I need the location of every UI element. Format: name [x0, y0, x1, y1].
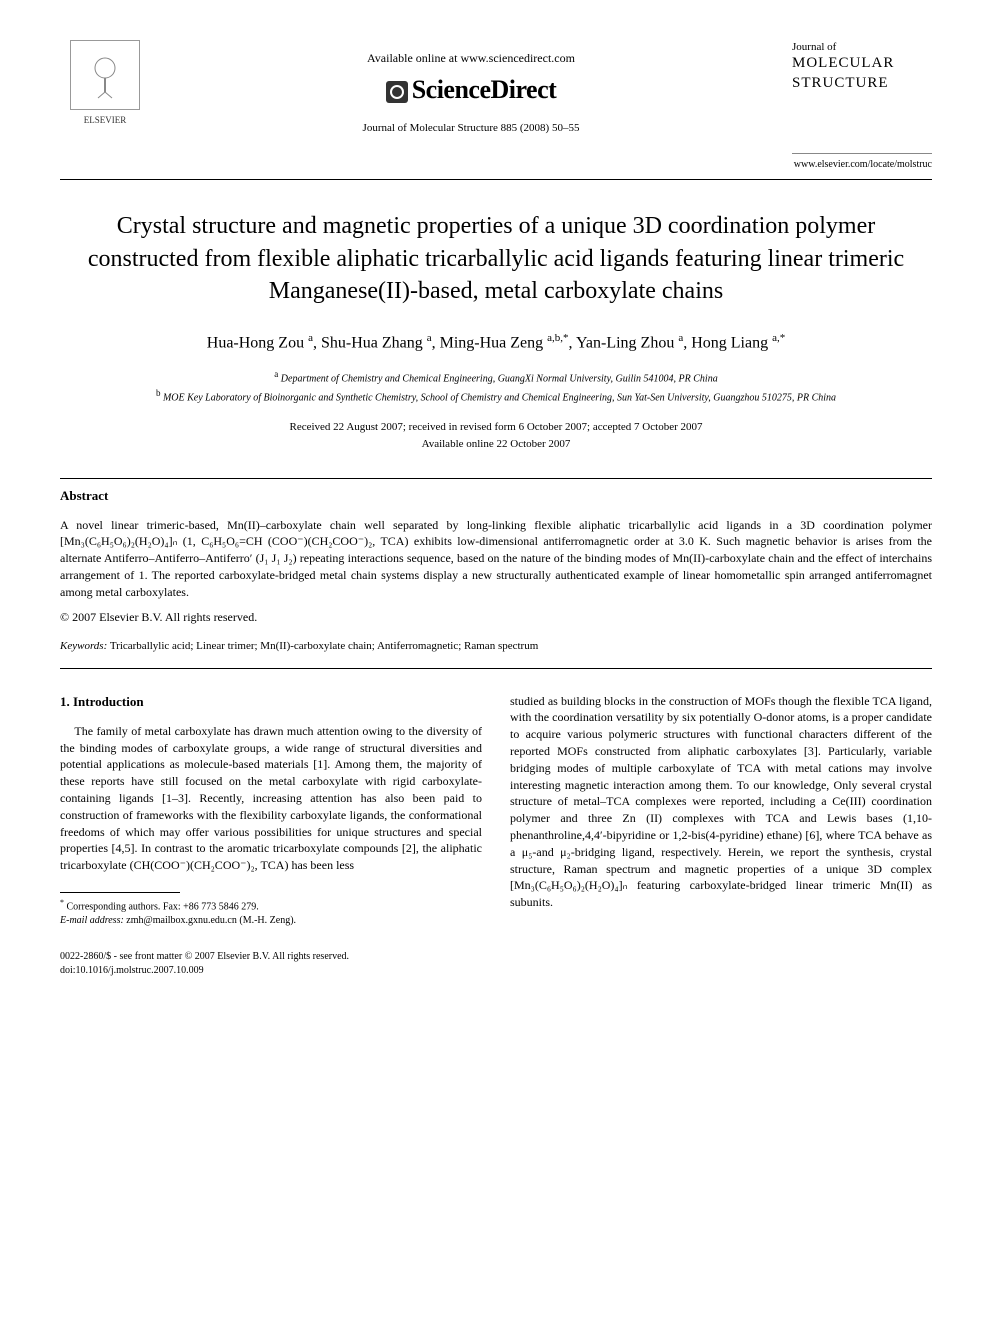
article-title: Crystal structure and magnetic propertie…: [80, 210, 912, 307]
sciencedirect-icon: [386, 81, 408, 103]
abstract-bottom-rule: [60, 668, 932, 669]
issn-line: 0022-2860/$ - see front matter © 2007 El…: [60, 950, 932, 964]
received-dates: Received 22 August 2007; received in rev…: [290, 421, 703, 433]
doi-line: doi:10.1016/j.molstruc.2007.10.009: [60, 964, 932, 978]
elsevier-tree-icon: [70, 40, 140, 110]
section-heading-intro: 1. Introduction: [60, 693, 482, 711]
article-dates: Received 22 August 2007; received in rev…: [60, 419, 932, 452]
header-rule: [60, 179, 932, 180]
abstract-body: A novel linear trimeric-based, Mn(II)–ca…: [60, 517, 932, 601]
sciencedirect-text: ScienceDirect: [412, 75, 557, 104]
sciencedirect-brand: ScienceDirect: [150, 72, 792, 107]
bottom-metadata: 0022-2860/$ - see front matter © 2007 El…: [60, 950, 932, 978]
corresponding-author-note: Corresponding authors. Fax: +86 773 5846…: [67, 901, 259, 912]
intro-paragraph-2: studied as building blocks in the constr…: [510, 693, 932, 911]
page-header: ELSEVIER Available online at www.science…: [60, 40, 932, 171]
journal-name-main: MOLECULAR STRUCTURE: [792, 54, 932, 93]
intro-paragraph-1: The family of metal carboxylate has draw…: [60, 723, 482, 874]
abstract-heading: Abstract: [60, 487, 932, 505]
keywords-label: Keywords:: [60, 640, 107, 652]
keywords-block: Keywords: Tricarballylic acid; Linear tr…: [60, 639, 932, 654]
publisher-name: ELSEVIER: [60, 114, 150, 126]
affiliations: a Department of Chemistry and Chemical E…: [60, 368, 932, 405]
footnote-rule: [60, 892, 180, 893]
elsevier-logo: ELSEVIER: [60, 40, 150, 126]
abstract-top-rule: [60, 478, 932, 479]
journal-url: www.elsevier.com/locate/molstruc: [792, 158, 932, 171]
email-address[interactable]: zmh@mailbox.gxnu.edu.cn: [126, 915, 237, 926]
online-date: Available online 22 October 2007: [422, 438, 571, 450]
journal-name-prefix: Journal of: [792, 40, 932, 54]
available-online-text: Available online at www.sciencedirect.co…: [150, 50, 792, 66]
abstract-copyright: © 2007 Elsevier B.V. All rights reserved…: [60, 609, 932, 625]
corresponding-marker: *: [60, 898, 64, 907]
journal-cover-box: Journal of MOLECULAR STRUCTURE www.elsev…: [792, 40, 932, 171]
body-columns: 1. Introduction The family of metal carb…: [60, 693, 932, 929]
author-list: Hua-Hong Zou a, Shu-Hua Zhang a, Ming-Hu…: [60, 331, 932, 354]
journal-reference: Journal of Molecular Structure 885 (2008…: [150, 121, 792, 136]
footnotes: * Corresponding authors. Fax: +86 773 58…: [60, 897, 482, 928]
email-label: E-mail address:: [60, 915, 124, 926]
email-name: (M.-H. Zeng).: [239, 915, 296, 926]
center-header: Available online at www.sciencedirect.co…: [150, 40, 792, 136]
keywords-text: Tricarballylic acid; Linear trimer; Mn(I…: [110, 640, 538, 652]
